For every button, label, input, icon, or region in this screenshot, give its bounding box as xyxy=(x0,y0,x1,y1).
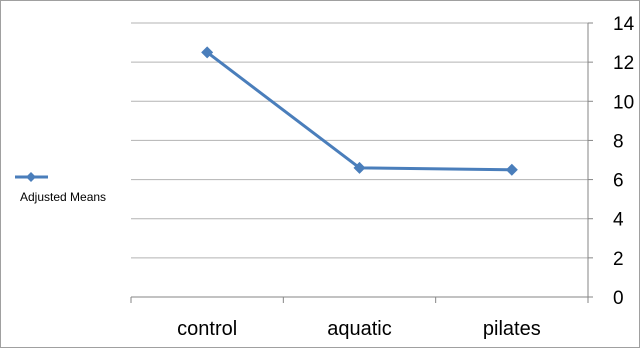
series-group xyxy=(201,46,518,176)
y-tick-label-2: 4 xyxy=(613,210,624,231)
data-point-1 xyxy=(353,161,366,174)
y-tick-label-1: 2 xyxy=(613,249,624,270)
y-tick-label-5: 10 xyxy=(613,92,634,113)
legend: Adjusted Means xyxy=(15,172,106,204)
axes xyxy=(130,22,593,303)
legend-label: Adjusted Means xyxy=(20,190,106,204)
series-line-0 xyxy=(206,51,512,172)
gridlines xyxy=(131,22,588,259)
y-tick-label-3: 6 xyxy=(613,171,624,192)
y-tick-labels: 0 2 4 6 8 10 12 14 xyxy=(613,14,635,309)
y-tick-label-4: 8 xyxy=(613,131,624,152)
category-label-2: pilates xyxy=(483,318,541,340)
data-point-2 xyxy=(505,163,518,176)
data-point-0 xyxy=(201,46,214,59)
category-label-1: aquatic xyxy=(327,318,392,340)
y-tick-label-0: 0 xyxy=(613,288,624,309)
y-tick-label-6: 12 xyxy=(613,53,634,74)
category-labels: control aquatic pilates xyxy=(177,318,541,340)
legend-diamond-marker xyxy=(26,172,36,182)
category-label-0: control xyxy=(177,318,237,340)
y-tick-label-7: 14 xyxy=(613,14,635,35)
